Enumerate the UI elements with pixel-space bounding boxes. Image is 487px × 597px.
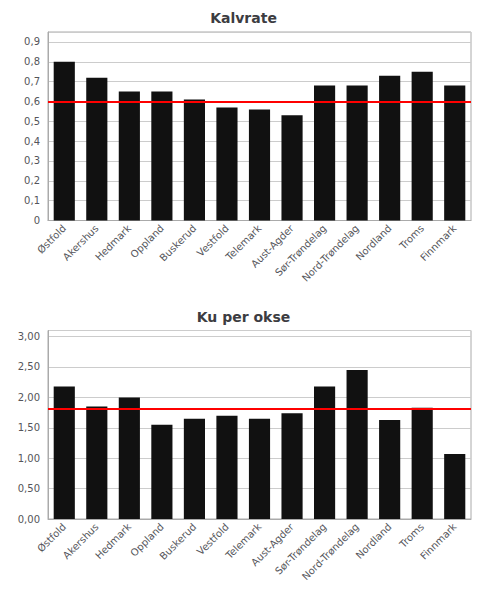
svg-text:Nordland: Nordland <box>354 521 394 561</box>
svg-text:0,00: 0,00 <box>18 514 40 525</box>
svg-text:Østfold: Østfold <box>35 223 68 256</box>
svg-text:Oppland: Oppland <box>128 521 166 559</box>
svg-text:Nord-Trøndelag: Nord-Trøndelag <box>300 223 361 284</box>
svg-text:Troms: Troms <box>397 521 426 550</box>
svg-text:Telemark: Telemark <box>223 222 264 263</box>
svg-text:Finnmark: Finnmark <box>418 521 459 562</box>
svg-text:1,00: 1,00 <box>18 453 40 464</box>
svg-text:0: 0 <box>34 215 40 226</box>
svg-text:Akershus: Akershus <box>60 521 101 562</box>
svg-text:0,5: 0,5 <box>24 116 40 127</box>
svg-text:Telemark: Telemark <box>223 521 264 561</box>
svg-text:Aust-Agder: Aust-Agder <box>249 222 296 270</box>
svg-text:Hedmark: Hedmark <box>93 521 133 561</box>
svg-text:0,8: 0,8 <box>24 56 40 67</box>
svg-text:Sør-Trøndelag: Sør-Trøndelag <box>273 521 329 577</box>
svg-text:0,9: 0,9 <box>24 36 40 47</box>
svg-text:Vestfold: Vestfold <box>194 521 231 558</box>
svg-text:Nord-Trøndelag: Nord-Trøndelag <box>300 521 361 582</box>
svg-text:Troms: Troms <box>397 223 426 252</box>
svg-text:Vestfold: Vestfold <box>194 222 231 259</box>
svg-text:0,6: 0,6 <box>24 96 40 107</box>
svg-text:0,7: 0,7 <box>24 76 40 87</box>
svg-text:0,1: 0,1 <box>24 195 40 206</box>
svg-text:Buskerud: Buskerud <box>157 223 198 264</box>
svg-text:Akershus: Akershus <box>60 222 101 263</box>
svg-text:1,50: 1,50 <box>18 422 40 433</box>
svg-text:Oppland: Oppland <box>128 222 166 261</box>
svg-text:Nordland: Nordland <box>354 223 394 263</box>
svg-text:Hedmark: Hedmark <box>93 222 133 262</box>
svg-text:0,50: 0,50 <box>18 483 40 494</box>
svg-text:Ku per okse: Ku per okse <box>197 309 291 325</box>
svg-text:Finnmark: Finnmark <box>418 222 459 263</box>
svg-text:2,50: 2,50 <box>18 361 40 372</box>
svg-text:2,00: 2,00 <box>18 392 40 403</box>
svg-text:0,2: 0,2 <box>24 175 40 186</box>
svg-text:3,00: 3,00 <box>18 331 40 342</box>
svg-text:Sør-Trøndelag: Sør-Trøndelag <box>273 222 329 279</box>
svg-text:Aust-Agder: Aust-Agder <box>249 521 296 569</box>
svg-text:Kalvrate: Kalvrate <box>210 10 277 26</box>
svg-text:0,3: 0,3 <box>24 155 40 166</box>
svg-text:Buskerud: Buskerud <box>157 521 198 562</box>
svg-text:0,4: 0,4 <box>24 136 40 147</box>
svg-text:Østfold: Østfold <box>35 521 68 554</box>
